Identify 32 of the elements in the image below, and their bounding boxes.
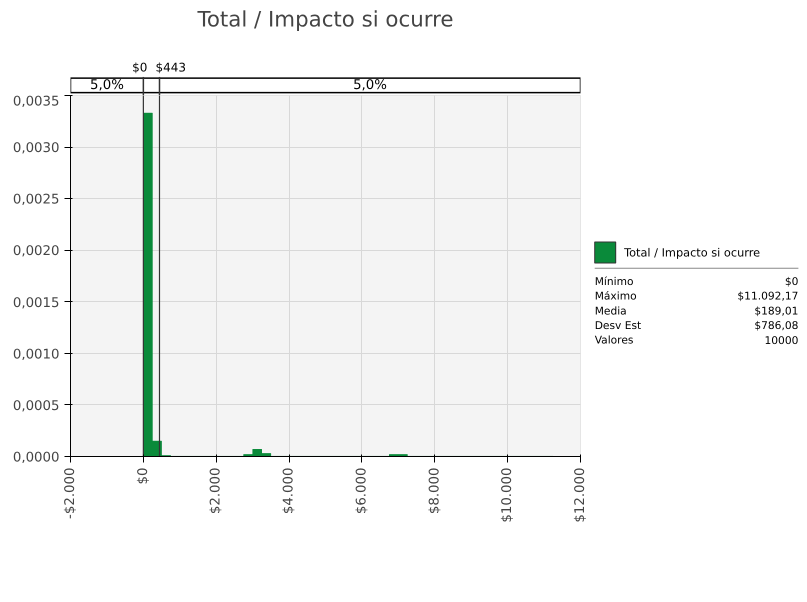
y-tick-label: 0,0035 [12,94,60,110]
y-tick-label: 0,0020 [12,244,60,260]
text: $11.092,17 [737,290,798,303]
x-tick-label: $12.000 [573,467,588,523]
x-tick-label: $10.000 [500,467,516,523]
text: Desv Est [594,318,642,332]
text: $189,01 [754,304,798,318]
y-tick-label: 0,0030 [12,141,60,156]
legend-label: Total / Impacto si ocurre [623,246,760,260]
text: Media [594,304,627,318]
x-tick-label: $6.000 [354,467,370,514]
text: $786,08 [754,318,799,332]
x-tick-label: $4.000 [282,467,297,514]
x-tick-label: -$2.000 [63,467,78,519]
x-tick-label: $8.000 [427,467,442,514]
y-tick-label: 0,0000 [12,450,60,466]
y-tick-label: 0,0015 [12,296,60,311]
ref-line-label: $0 [132,60,148,75]
text: Mínimo [594,274,634,288]
y-tick-label: 0,0005 [12,398,60,414]
ref-line-label: $443 [155,60,186,75]
text: Máximo [594,290,637,303]
x-tick-label: $0 [136,467,151,484]
y-tick-label: 0,0010 [12,347,60,362]
y-tick-label: 0,0025 [12,192,60,208]
chart-title: Total / Impacto si ocurre [196,8,454,32]
x-tick-label: $2.000 [208,467,224,514]
text: 5,0% [90,78,124,94]
text: Valores [594,334,634,347]
text: 10000 [764,334,799,348]
text: 5,0% [353,78,387,94]
text: $0 [784,274,799,288]
